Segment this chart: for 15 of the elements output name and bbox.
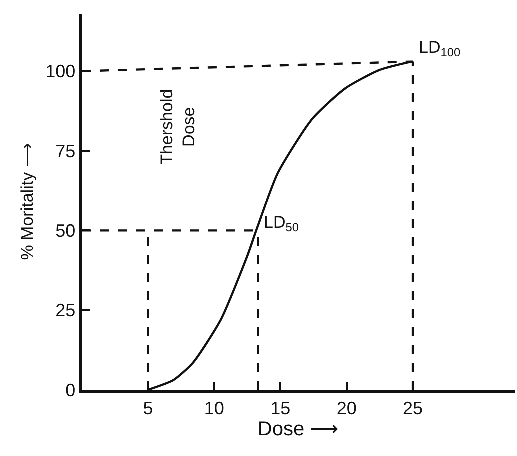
annotation: Thershold Dose [157,89,198,165]
y-tick-label: 75 [56,141,76,162]
x-tick-label: 25 [403,398,424,418]
x-tick-label: 15 [270,398,291,418]
x-tick-label: 10 [204,398,224,418]
annotation: LD$_{50}$ [264,213,300,235]
annotation: LD$_{100}$ [419,38,461,60]
y-tick-label: 0 [66,380,76,400]
x-tick-label: 20 [336,398,357,418]
x-tick-label: 5 [143,398,154,418]
y-tick-label: 100 [46,62,76,82]
y-axis-title: % Moritality ⟶ [18,144,38,260]
x-axis-title: Dose ⟶ [258,418,340,440]
y-tick-label: 50 [56,220,76,241]
y-tick-label: 25 [56,300,76,321]
